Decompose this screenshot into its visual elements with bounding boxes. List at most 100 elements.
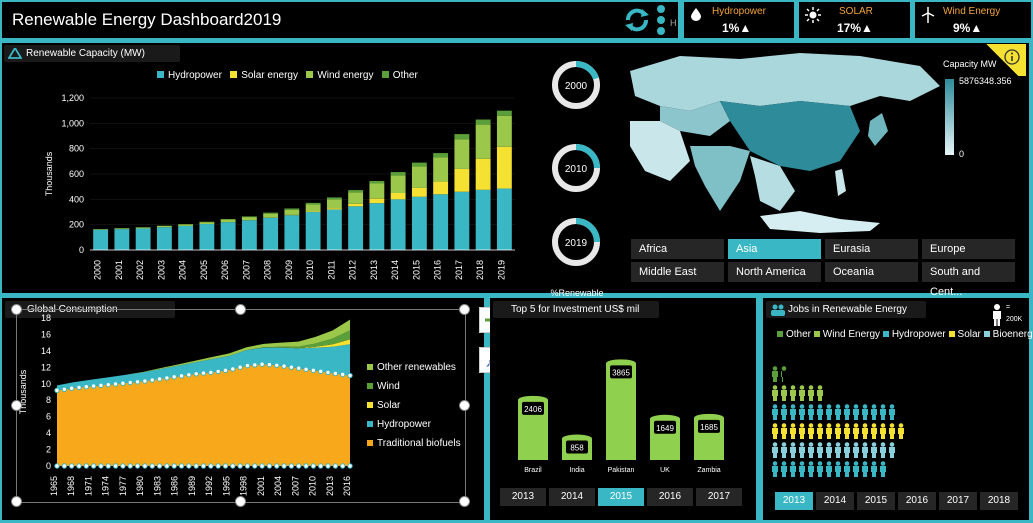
- series-marker: [296, 463, 302, 469]
- header-bar: Renewable Energy Dashboard2019 H: [2, 2, 678, 38]
- series-marker: [252, 463, 258, 469]
- resize-handle[interactable]: [459, 496, 470, 507]
- value-label-box: [654, 420, 676, 434]
- selection-frame: [16, 309, 466, 503]
- legend-item: Other: [777, 329, 811, 340]
- person-icon: [808, 385, 814, 401]
- series-marker: [193, 463, 199, 469]
- person-icon: [862, 423, 868, 439]
- bar-segment: [348, 206, 364, 250]
- y-tick-label: 200: [69, 220, 84, 230]
- map-region-se-asia[interactable]: [750, 156, 795, 211]
- bar-segment: [411, 166, 427, 188]
- series-marker: [281, 463, 287, 469]
- jobs-year-2014[interactable]: 2014: [816, 492, 854, 510]
- vertical-dots-icon[interactable]: [656, 4, 666, 38]
- map-region-china[interactable]: [720, 101, 860, 171]
- refresh-icon[interactable]: [622, 6, 652, 34]
- jobs-year-2015[interactable]: 2015: [857, 492, 895, 510]
- bar-segment: [390, 172, 406, 176]
- series-marker: [200, 463, 207, 469]
- x-tick-label: 1965: [49, 476, 59, 496]
- region-button-africa[interactable]: Africa: [631, 239, 724, 259]
- map-region-india[interactable]: [690, 146, 750, 211]
- category-label: Brazil: [524, 467, 542, 474]
- person-icon: [808, 442, 814, 458]
- series-marker: [83, 384, 90, 390]
- person-icon: [781, 423, 787, 439]
- person-icon: [844, 442, 850, 458]
- map-region-japan[interactable]: [868, 113, 888, 146]
- region-button-south-central-america[interactable]: South and Cent...: [922, 262, 1015, 298]
- bar-segment: [114, 229, 130, 250]
- legend-item: Wind: [367, 377, 461, 396]
- resize-handle[interactable]: [11, 400, 22, 411]
- map-region-philippines[interactable]: [835, 169, 846, 196]
- region-button-eurasia[interactable]: Eurasia: [825, 239, 918, 259]
- series-marker: [112, 463, 119, 469]
- person-icon: [862, 442, 868, 458]
- investment-year-2017[interactable]: 2017: [696, 488, 742, 506]
- investment-year-2016[interactable]: 2016: [647, 488, 693, 506]
- y-tick-label: 600: [69, 169, 84, 179]
- resize-handle[interactable]: [459, 304, 470, 315]
- map-region-indonesia[interactable]: [760, 211, 880, 233]
- donut-caption: %Renewable: [550, 288, 603, 298]
- x-tick-label: 2016: [342, 476, 352, 496]
- investment-year-2013[interactable]: 2013: [500, 488, 546, 506]
- jobs-year-2013[interactable]: 2013: [775, 492, 813, 510]
- bar-segment: [241, 217, 257, 221]
- legend-item: Other: [381, 70, 418, 81]
- person-icon: [880, 404, 886, 420]
- value-label-box: [698, 419, 720, 433]
- bar-segment: [433, 153, 449, 158]
- resize-handle[interactable]: [235, 496, 246, 507]
- map-region-middle-east[interactable]: [630, 121, 690, 181]
- value-label: 2406: [524, 405, 542, 414]
- series-marker: [178, 373, 185, 379]
- region-button-europe[interactable]: Europe: [922, 239, 1015, 259]
- kpi-label: Hydropower: [712, 6, 766, 17]
- value-label: 858: [570, 444, 584, 453]
- x-tick-label: 1986: [170, 476, 180, 496]
- investment-year-2014[interactable]: 2014: [549, 488, 595, 506]
- investment-year-2015[interactable]: 2015: [598, 488, 644, 506]
- resize-handle[interactable]: [235, 304, 246, 315]
- investment-panel: Top 5 for Investment US$ mil 2406 Brazil 8…: [490, 298, 756, 520]
- y-tick-label: 1,000: [61, 118, 84, 128]
- person-icon: [817, 385, 823, 401]
- value-label-box: [522, 401, 544, 415]
- jobs-year-2017[interactable]: 2017: [939, 492, 977, 510]
- info-icon[interactable]: [1004, 49, 1020, 65]
- map-region-russia[interactable]: [630, 53, 940, 111]
- bar-segment: [220, 219, 236, 223]
- map-legend-title: Capacity MW: [943, 59, 997, 69]
- series-marker: [54, 463, 60, 469]
- region-button-asia[interactable]: Asia: [728, 239, 821, 259]
- series-marker: [347, 372, 353, 379]
- series-marker: [266, 361, 273, 368]
- person-icon: [889, 423, 895, 439]
- jobs-year-2016[interactable]: 2016: [898, 492, 936, 510]
- region-button-north-america[interactable]: North America: [728, 262, 821, 282]
- map-region-kazakhstan[interactable]: [660, 101, 730, 136]
- bar-segment: [326, 199, 342, 209]
- capacity-panel: Renewable Capacity (MW) Hydropower Solar…: [2, 43, 1029, 298]
- resize-handle[interactable]: [11, 304, 22, 315]
- region-button-middle-east[interactable]: Middle East: [631, 262, 724, 282]
- x-tick-label: 2000: [93, 260, 103, 280]
- region-button-oceania[interactable]: Oceania: [825, 262, 918, 282]
- person-icon: [781, 461, 787, 477]
- x-tick-label: 2001: [256, 476, 266, 496]
- bar-segment: [284, 209, 300, 215]
- resize-handle[interactable]: [11, 496, 22, 507]
- wind-turbine-icon: [921, 7, 935, 23]
- resize-handle[interactable]: [459, 400, 470, 411]
- person-icon: [844, 461, 850, 477]
- x-tick-label: 2011: [326, 260, 336, 279]
- jobs-year-2018[interactable]: 2018: [980, 492, 1018, 510]
- person-icon: [826, 461, 832, 477]
- series-marker: [259, 463, 265, 469]
- bar-segment: [263, 213, 279, 218]
- legend-item: Solar: [948, 329, 981, 340]
